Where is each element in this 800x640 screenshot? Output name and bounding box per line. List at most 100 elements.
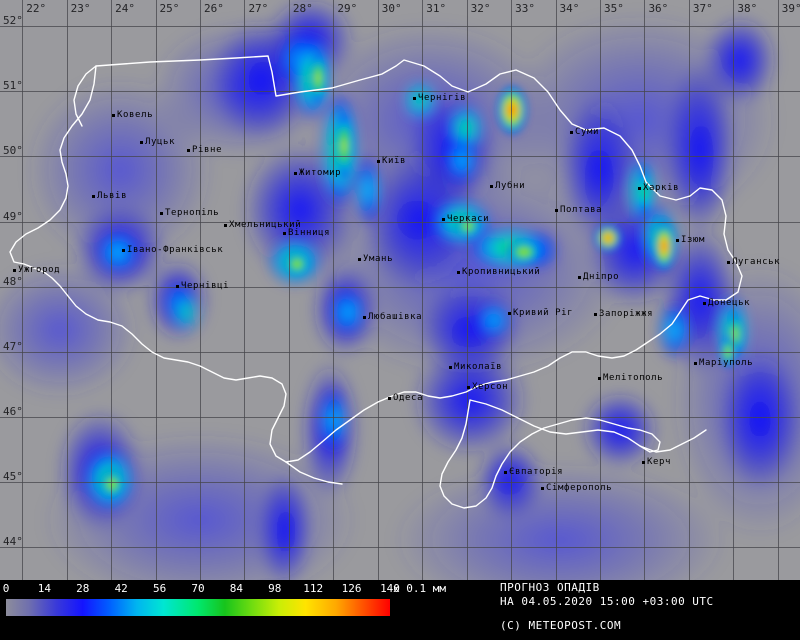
city-marker: Мелітополь bbox=[598, 374, 663, 384]
longitude-label: 23° bbox=[70, 2, 91, 15]
longitude-label: 31° bbox=[426, 2, 447, 15]
city-name-label: Львів bbox=[97, 191, 128, 201]
colorbar-tick: 14 bbox=[37, 582, 52, 595]
city-name-label: Ковель bbox=[117, 110, 154, 120]
city-marker: Харків bbox=[638, 184, 679, 194]
city-marker: Житомир bbox=[294, 169, 341, 179]
gridline-latitude bbox=[0, 221, 800, 223]
latitude-label: 52° bbox=[3, 14, 23, 28]
copyright-notice: (C) METEOPOST.COM bbox=[500, 619, 622, 632]
city-name-label: Вінниця bbox=[288, 228, 331, 238]
city-marker: Дніпро bbox=[578, 273, 619, 283]
forecast-title: ПРОГНОЗ ОПАДІВ bbox=[500, 581, 600, 594]
city-name-label: Євпаторія bbox=[509, 467, 564, 477]
latitude-label: 44° bbox=[3, 535, 23, 549]
city-dot-icon bbox=[703, 301, 706, 305]
colorbar-tick-labels: 0 14 28 42 56 70 84 98 112 126 140 bbox=[0, 582, 470, 596]
city-marker: Херсон bbox=[467, 383, 508, 393]
longitude-label: 36° bbox=[648, 2, 669, 15]
weather-map[interactable]: 22° 23° 24° 25° 26° 27° 28° 29° 30° 31° 32° 33° 34° 3… bbox=[0, 0, 800, 580]
gridline-longitude bbox=[511, 0, 513, 580]
city-dot-icon bbox=[457, 270, 460, 274]
city-marker: Рівне bbox=[187, 146, 222, 156]
colorbar-gradient bbox=[6, 599, 390, 616]
city-dot-icon bbox=[112, 113, 115, 117]
longitude-label: 30° bbox=[381, 2, 402, 15]
city-dot-icon bbox=[578, 275, 581, 279]
gridline-latitude bbox=[0, 156, 800, 158]
gridline-longitude bbox=[377, 0, 379, 580]
city-marker: Запоріжжя bbox=[594, 310, 653, 320]
city-marker: Луганськ bbox=[727, 258, 780, 268]
city-name-label: Херсон bbox=[472, 382, 509, 392]
city-dot-icon bbox=[92, 194, 95, 198]
city-marker: Чернівці bbox=[176, 282, 229, 292]
city-dot-icon bbox=[13, 268, 16, 272]
gridline-latitude bbox=[0, 547, 800, 549]
city-marker: Хмельницький bbox=[224, 221, 301, 231]
city-dot-icon bbox=[504, 470, 507, 474]
longitude-label: 38° bbox=[737, 2, 758, 15]
city-marker: Черкаси bbox=[442, 215, 489, 225]
longitude-label: 39° bbox=[781, 2, 800, 15]
city-dot-icon bbox=[160, 211, 163, 215]
city-name-label: Умань bbox=[363, 254, 394, 264]
city-dot-icon bbox=[642, 460, 645, 464]
city-dot-icon bbox=[694, 361, 697, 365]
city-name-label: Керч bbox=[647, 457, 672, 467]
gridline-longitude bbox=[422, 0, 424, 580]
city-name-label: Чернівці bbox=[181, 281, 230, 291]
city-marker: Ізюм bbox=[676, 236, 705, 246]
city-marker: Київ bbox=[377, 157, 406, 167]
city-name-label: Кривий Ріг bbox=[513, 308, 574, 318]
gridline-longitude bbox=[644, 0, 646, 580]
city-dot-icon bbox=[594, 312, 597, 316]
longitude-label: 32° bbox=[470, 2, 491, 15]
gridline-longitude bbox=[288, 0, 290, 580]
colorbar-tick: 112 bbox=[303, 582, 324, 595]
city-name-label: Луганськ bbox=[732, 257, 781, 267]
city-name-label: Сімферополь bbox=[546, 483, 613, 493]
city-name-label: Миколаїв bbox=[454, 362, 503, 372]
colorbar-tick: 140 bbox=[380, 582, 400, 595]
gridline-longitude bbox=[111, 0, 113, 580]
city-labels-layer: Ковель Луцьк Рівне Львів Тернопіль Ужгород Іва… bbox=[13, 93, 780, 494]
longitude-label: 29° bbox=[337, 2, 358, 15]
city-name-label: Суми bbox=[575, 127, 600, 137]
latitude-label: 51° bbox=[3, 79, 23, 93]
gridline-longitude bbox=[600, 0, 601, 580]
colorbar-tick: 28 bbox=[76, 582, 90, 595]
city-name-label: Дніпро bbox=[583, 272, 620, 282]
city-marker: Ужгород bbox=[13, 266, 60, 276]
city-dot-icon bbox=[508, 311, 511, 315]
city-name-label: Мелітополь bbox=[603, 373, 664, 383]
city-dot-icon bbox=[555, 208, 558, 212]
city-dot-icon bbox=[413, 96, 416, 100]
city-dot-icon bbox=[140, 140, 143, 144]
gridline-longitude bbox=[333, 0, 335, 580]
city-dot-icon bbox=[442, 217, 445, 221]
city-marker: Сімферополь bbox=[541, 484, 612, 494]
city-name-label: Хмельницький bbox=[229, 220, 302, 230]
colorbar-tick: 84 bbox=[229, 582, 244, 595]
city-name-label: Чернігів bbox=[418, 93, 467, 103]
gridline-longitude bbox=[22, 0, 24, 580]
city-marker: Ковель bbox=[112, 111, 153, 121]
city-marker: Луцьк bbox=[140, 138, 175, 148]
latitude-label: 50° bbox=[3, 144, 23, 158]
city-marker: Умань bbox=[358, 255, 393, 265]
city-marker: Кривий Ріг bbox=[508, 309, 573, 319]
city-marker: Кропивницький bbox=[457, 268, 540, 278]
city-name-label: Київ bbox=[382, 156, 407, 166]
city-dot-icon bbox=[358, 257, 361, 261]
colorbar-units-label: x 0.1 мм bbox=[393, 582, 446, 595]
gridline-latitude bbox=[0, 417, 800, 419]
coordinate-labels: 22° 23° 24° 25° 26° 27° 28° 29° 30° 31° 32° 33° 34° 3… bbox=[3, 2, 800, 549]
colorbar-tick: 70 bbox=[191, 582, 205, 595]
gridline-longitude bbox=[155, 0, 157, 580]
city-dot-icon bbox=[541, 486, 544, 490]
city-dot-icon bbox=[176, 284, 179, 288]
forecast-datetime: НА 04.05.2020 15:00 +03:00 UTC bbox=[500, 595, 714, 608]
colorbar-tick: 42 bbox=[114, 582, 128, 595]
city-dot-icon bbox=[122, 248, 125, 252]
